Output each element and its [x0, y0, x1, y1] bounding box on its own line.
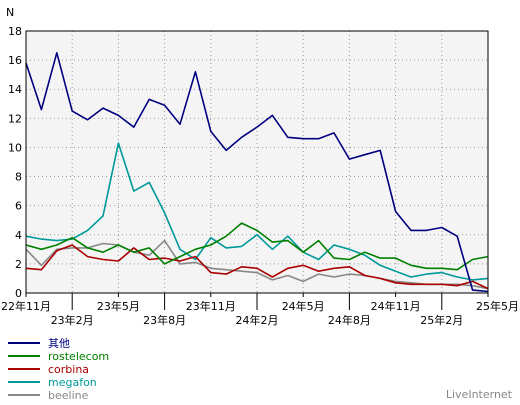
grid-lines — [26, 31, 488, 293]
x-tick-label: 25年5月 — [476, 299, 519, 313]
y-tick-label: 14 — [8, 83, 22, 96]
y-tick-label: 10 — [8, 141, 22, 154]
legend-label: beeline — [48, 389, 89, 402]
x-tick-label: 25年2月 — [420, 313, 463, 327]
series-line-其他 — [25, 51, 489, 293]
x-tick-label: 24年2月 — [236, 313, 279, 327]
plot-border — [25, 30, 489, 294]
x-axis: 22年11月23年2月23年5月23年8月23年11月24年2月24年5月24年… — [1, 293, 519, 327]
y-tick-label: 16 — [8, 54, 22, 67]
y-axis: 0 2 4 6 8 10 12 14 16 18 — [8, 25, 22, 300]
legend-label: 其他 — [48, 337, 70, 350]
legend-label: corbina — [48, 363, 89, 376]
watermark-text: LiveInternet — [446, 388, 513, 401]
y-tick-label: 18 — [8, 25, 22, 38]
series-lines — [25, 51, 489, 293]
series-line-rostelecom — [25, 222, 489, 271]
plot-area — [26, 31, 488, 293]
series-line-megafon — [25, 142, 489, 281]
series-line-beeline — [25, 239, 489, 290]
x-tick-label: 24年5月 — [282, 299, 325, 313]
legend-label: megafon — [48, 376, 97, 389]
y-tick-label: 2 — [15, 258, 22, 271]
series-line-corbina — [25, 244, 489, 290]
x-tick-label: 23年11月 — [186, 299, 236, 313]
y-tick-label: 4 — [15, 229, 22, 242]
legend-label: rostelecom — [48, 350, 109, 363]
y-tick-label: 0 — [15, 287, 22, 300]
x-tick-label: 23年5月 — [97, 299, 140, 313]
y-tick-label: 6 — [15, 200, 22, 213]
x-tick-label: 23年8月 — [143, 313, 186, 327]
y-tick-label: 12 — [8, 112, 22, 125]
x-tick-label: 24年8月 — [328, 313, 371, 327]
y-tick-label: 8 — [15, 171, 22, 184]
x-tick-label: 22年11月 — [1, 299, 51, 313]
x-tick-label: 23年2月 — [51, 313, 94, 327]
y-axis-label: N — [6, 6, 14, 19]
x-tick-label: 24年11月 — [371, 299, 421, 313]
